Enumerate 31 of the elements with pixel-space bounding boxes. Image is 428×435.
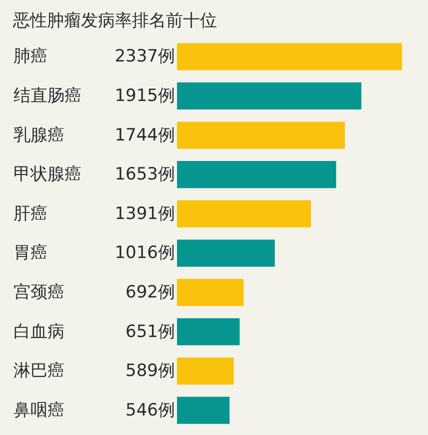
y-tick-label: 胃癌	[14, 243, 48, 264]
bar	[177, 122, 345, 149]
y-tick-label: 白血病	[14, 322, 64, 342]
bar	[177, 318, 240, 346]
y-tick-label: 肝癌	[14, 204, 48, 224]
y-tick-label: 乳腺癌	[14, 125, 64, 146]
data-label: 589例	[126, 361, 175, 382]
y-tick-label: 淋巴癌	[14, 361, 64, 382]
bar	[177, 240, 275, 267]
bar	[177, 43, 402, 70]
y-tick-label: 肺癌	[14, 46, 48, 67]
bar	[177, 396, 230, 424]
chart-title: 恶性肿瘤发病率排名前十位	[12, 11, 217, 31]
y-tick-label: 结直肠癌	[14, 86, 82, 106]
bar	[177, 278, 244, 306]
data-label: 1915例	[114, 86, 175, 106]
data-label: 1653例	[114, 164, 175, 185]
bar	[177, 357, 234, 385]
data-label: 1744例	[114, 125, 175, 146]
data-label: 546例	[126, 400, 175, 420]
data-label: 1016例	[114, 243, 175, 264]
data-label: 1391例	[114, 204, 175, 224]
bar	[177, 82, 362, 110]
y-tick-label: 宫颈癌	[14, 282, 64, 302]
data-label: 692例	[126, 282, 175, 302]
data-label: 2337例	[114, 46, 175, 67]
y-tick-label: 甲状腺癌	[14, 164, 82, 185]
y-tick-label: 鼻咽癌	[14, 400, 64, 420]
data-label: 651例	[126, 322, 175, 342]
bar	[177, 160, 336, 188]
bar	[177, 200, 311, 228]
